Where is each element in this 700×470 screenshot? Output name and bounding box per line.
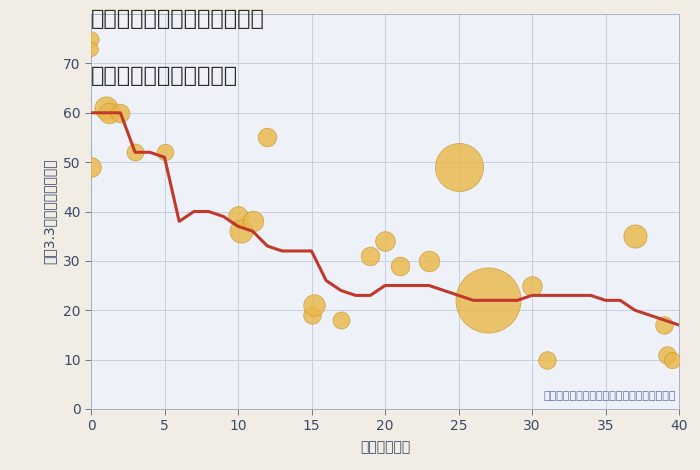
Point <box>85 45 97 52</box>
Point <box>629 233 641 240</box>
Point <box>247 218 258 225</box>
Y-axis label: 坪（3.3㎡）単価（万円）: 坪（3.3㎡）単価（万円） <box>42 159 56 264</box>
Point <box>424 257 435 265</box>
Point <box>379 237 391 245</box>
X-axis label: 築年数（年）: 築年数（年） <box>360 440 410 454</box>
Point <box>130 149 141 156</box>
Point <box>103 109 114 117</box>
Point <box>453 164 464 171</box>
Point <box>100 104 111 112</box>
Point <box>662 351 673 358</box>
Point <box>365 252 376 259</box>
Point <box>482 297 493 304</box>
Point <box>541 356 552 363</box>
Point <box>85 164 97 171</box>
Point <box>335 316 346 324</box>
Point <box>232 212 244 220</box>
Point <box>659 321 670 329</box>
Text: 兵庫県たつの市新宮町船渡の: 兵庫県たつの市新宮町船渡の <box>91 9 265 30</box>
Point <box>115 109 126 117</box>
Point <box>235 227 246 235</box>
Point <box>306 312 317 319</box>
Point <box>394 262 405 270</box>
Point <box>159 149 170 156</box>
Point <box>262 133 273 141</box>
Point <box>526 282 538 289</box>
Point <box>85 35 97 43</box>
Text: 築年数別中古戸建て価格: 築年数別中古戸建て価格 <box>91 66 238 86</box>
Point <box>666 356 678 363</box>
Text: 円の大きさは、取引のあった物件面積を示す: 円の大きさは、取引のあった物件面積を示す <box>544 392 676 401</box>
Point <box>309 302 320 309</box>
